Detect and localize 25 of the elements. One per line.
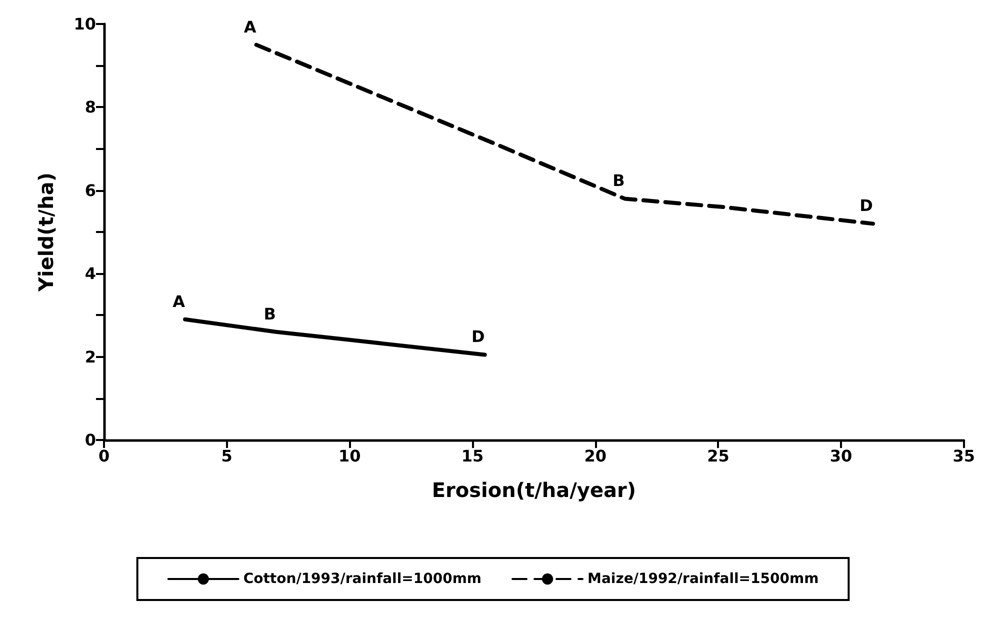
x-tick-label: 30: [830, 446, 852, 466]
x-tick-label: 20: [584, 446, 606, 466]
y-axis-title: Yield(t/ha): [34, 172, 58, 292]
y-tick-label: 0: [84, 430, 96, 450]
x-axis-title: Erosion(t/ha/year): [432, 478, 636, 502]
legend-label: Maize/1992/rainfall=1500mm: [588, 571, 819, 587]
annotation: A: [244, 17, 257, 36]
x-tick-label: 10: [338, 446, 361, 466]
x-tick-label: 35: [952, 446, 975, 466]
y-tick-label: 10: [74, 14, 96, 34]
annotation: B: [264, 304, 276, 324]
annotation: A: [172, 292, 186, 311]
legend-label: Cotton/1993/rainfall=1000mm: [243, 571, 482, 587]
y-tick-label: 8: [84, 98, 96, 117]
x-tick-label: 15: [461, 446, 484, 466]
x-tick-label: 5: [221, 446, 232, 466]
x-tick-label: 0: [98, 446, 110, 466]
y-tick-label: 4: [84, 264, 96, 284]
y-tick-label: 2: [84, 347, 96, 366]
line-series: [254, 42, 875, 226]
annotation: B: [612, 171, 625, 190]
y-tick-label: 6: [84, 180, 96, 200]
x-tick-label: 25: [707, 446, 730, 466]
annotation: D: [472, 327, 485, 346]
annotation: D: [860, 196, 873, 216]
